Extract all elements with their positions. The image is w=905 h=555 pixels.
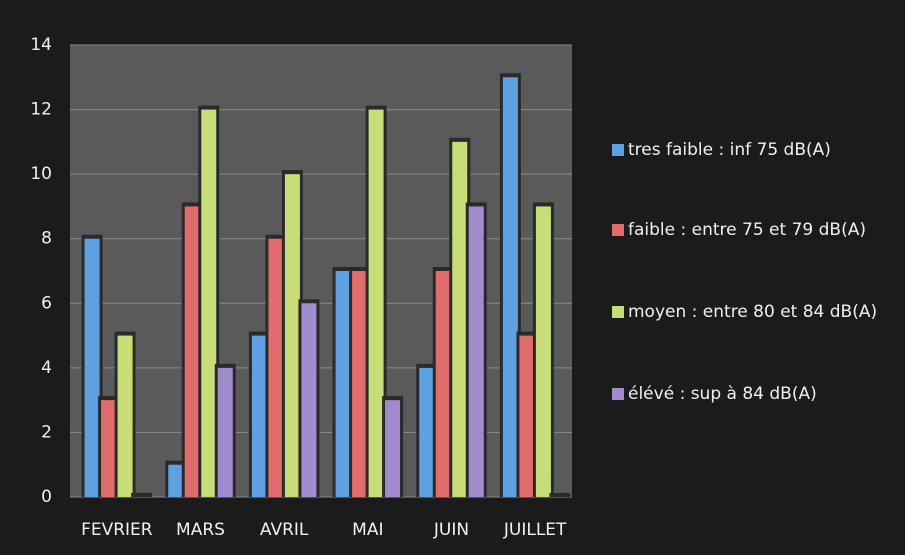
y-tick-label: 6 bbox=[41, 293, 52, 313]
bar-shadow bbox=[131, 493, 153, 497]
legend-entry: moyen : entre 80 et 84 dB(A) bbox=[612, 300, 893, 324]
bar bbox=[217, 367, 233, 497]
plot-area bbox=[70, 45, 572, 497]
x-tick-label: MAI bbox=[352, 520, 383, 540]
bar bbox=[168, 464, 184, 497]
bar bbox=[385, 400, 401, 497]
y-tick-label: 8 bbox=[41, 229, 52, 249]
x-tick-label: JUILLET bbox=[503, 520, 567, 540]
bar bbox=[117, 335, 133, 497]
bar bbox=[184, 206, 200, 497]
y-tick-label: 14 bbox=[30, 35, 52, 55]
bar bbox=[301, 303, 317, 497]
y-tick-label: 10 bbox=[30, 164, 52, 184]
bar bbox=[352, 271, 368, 497]
legend-label: tres faible : inf 75 dB(A) bbox=[628, 140, 831, 160]
x-tick-label: FEVRIER bbox=[81, 520, 153, 540]
legend-label: faible : entre 75 et 79 dB(A) bbox=[628, 220, 866, 240]
legend-label: élévé : sup à 84 dB(A) bbox=[628, 384, 817, 404]
y-tick-label: 12 bbox=[30, 100, 52, 120]
bar bbox=[502, 77, 518, 498]
x-tick-label: MARS bbox=[176, 520, 225, 540]
x-tick-label: AVRIL bbox=[260, 520, 309, 540]
legend-swatch bbox=[612, 224, 624, 236]
legend-swatch bbox=[612, 306, 624, 318]
bar-shadow bbox=[549, 493, 571, 497]
bar bbox=[519, 335, 535, 497]
bar bbox=[251, 335, 267, 497]
bar bbox=[101, 400, 117, 497]
bar bbox=[84, 238, 100, 497]
bar bbox=[268, 238, 284, 497]
bar bbox=[535, 206, 551, 497]
legend-entry: faible : entre 75 et 79 dB(A) bbox=[612, 218, 893, 242]
bar bbox=[335, 271, 351, 497]
legend-swatch bbox=[612, 144, 624, 156]
bar bbox=[435, 271, 451, 497]
legend-entry: élévé : sup à 84 dB(A) bbox=[612, 382, 893, 406]
legend-entry: tres faible : inf 75 dB(A) bbox=[612, 138, 893, 162]
bar bbox=[201, 109, 217, 498]
x-tick-label: JUIN bbox=[433, 520, 469, 540]
bar bbox=[419, 367, 435, 497]
legend-swatch bbox=[612, 388, 624, 400]
y-tick-label: 4 bbox=[41, 358, 52, 378]
y-tick-label: 0 bbox=[41, 487, 52, 507]
bar bbox=[368, 109, 384, 498]
legend-label: moyen : entre 80 et 84 dB(A) bbox=[628, 302, 878, 322]
bar bbox=[452, 141, 468, 497]
bar bbox=[284, 174, 300, 497]
y-tick-label: 2 bbox=[41, 422, 52, 442]
bar bbox=[468, 206, 484, 497]
